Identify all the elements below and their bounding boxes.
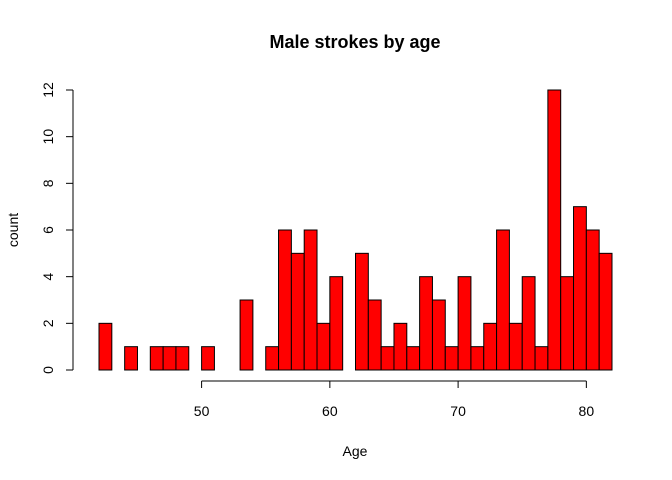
histogram-bar [124,346,138,371]
y-tick-label: 0 [40,366,56,374]
histogram-bar [534,346,549,371]
x-tick-label: 70 [450,403,466,419]
bars-group [98,89,613,371]
y-axis: 0 2 4 6 8 10 12 [40,82,74,374]
y-tick-label: 2 [40,319,56,327]
histogram-bar [470,346,485,371]
x-axis-label: Age [343,443,368,459]
histogram-bar [239,299,254,371]
histogram-bar [521,276,536,371]
histogram-bar [483,322,498,371]
histogram-bar [380,346,395,371]
histogram-bar [585,229,600,371]
histogram-bar [162,346,177,371]
histogram-bar [598,252,613,371]
histogram-bar [329,276,344,371]
histogram-bar [406,346,421,371]
histogram-bar [367,299,382,371]
histogram-bar [419,276,433,371]
x-tick-label: 80 [579,403,595,419]
histogram-bar [290,252,305,371]
y-axis-label: count [5,213,21,247]
histogram-bar [457,276,472,371]
histogram-bar [303,229,318,371]
x-tick-label: 50 [194,403,210,419]
y-tick-label: 8 [40,179,56,187]
histogram-bar [201,346,215,371]
y-tick-label: 10 [40,129,56,145]
histogram-bar [496,229,510,371]
y-tick-label: 4 [40,273,56,281]
chart-title: Male strokes by age [269,32,440,52]
x-axis: 50 60 70 80 [194,380,595,419]
histogram-bar [431,299,446,371]
histogram-bar [508,322,523,371]
histogram-bar [175,346,190,371]
y-tick-label: 6 [40,226,56,234]
y-tick-label: 12 [40,82,56,98]
histogram-bar [355,252,369,371]
histogram-bar [573,206,587,371]
histogram-bar [444,346,459,371]
histogram-bar [316,322,331,371]
histogram-bar [547,89,562,371]
histogram-bar [265,346,280,371]
histogram-bar [560,276,575,371]
histogram-bar [149,346,164,371]
x-tick-label: 60 [322,403,338,419]
histogram-bar [393,322,408,371]
histogram-bar [98,322,113,371]
histogram-bar [278,229,292,371]
